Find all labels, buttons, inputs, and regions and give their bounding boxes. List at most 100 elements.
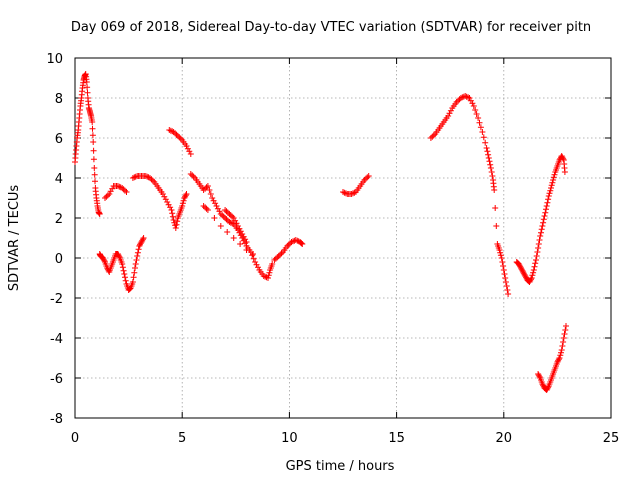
data-point bbox=[530, 267, 537, 273]
data-point bbox=[515, 261, 522, 267]
axis-ticks: 0 5 10 15 20 25 -8 -6 -4 -2 0 2 4 6 8 10 bbox=[46, 52, 619, 446]
data-point bbox=[119, 185, 126, 191]
data-point bbox=[100, 256, 107, 263]
data-point bbox=[266, 269, 273, 276]
data-point bbox=[445, 113, 452, 119]
data-point bbox=[179, 203, 186, 209]
data-point bbox=[239, 231, 246, 237]
data-point bbox=[180, 197, 187, 204]
data-point bbox=[561, 331, 568, 337]
data-point bbox=[138, 239, 145, 245]
data-point bbox=[134, 249, 141, 256]
data-point bbox=[528, 276, 534, 283]
data-point bbox=[523, 274, 529, 281]
data-point bbox=[226, 219, 233, 225]
x-tick-label: 20 bbox=[496, 431, 513, 446]
data-point bbox=[487, 165, 494, 171]
data-point bbox=[243, 247, 250, 253]
data-point bbox=[144, 173, 151, 180]
data-point bbox=[212, 200, 219, 207]
data-point bbox=[505, 291, 512, 297]
data-point bbox=[173, 131, 180, 138]
data-point bbox=[473, 111, 480, 117]
data-point bbox=[89, 125, 96, 132]
data-point bbox=[136, 243, 143, 249]
data-point bbox=[204, 207, 211, 213]
data-point bbox=[226, 211, 233, 217]
data-point bbox=[122, 277, 129, 284]
data-point bbox=[556, 355, 563, 361]
data-point bbox=[462, 93, 469, 99]
data-point bbox=[362, 175, 369, 182]
data-point bbox=[269, 261, 276, 267]
data-point bbox=[497, 249, 504, 256]
data-point bbox=[255, 264, 261, 271]
data-point bbox=[502, 279, 509, 285]
data-point bbox=[520, 269, 527, 275]
data-point bbox=[177, 135, 184, 142]
y-tick-label: 6 bbox=[55, 132, 63, 147]
data-point bbox=[277, 251, 284, 258]
data-point bbox=[190, 173, 197, 180]
data-point bbox=[455, 97, 462, 104]
data-point bbox=[530, 269, 537, 276]
data-point bbox=[535, 372, 542, 379]
data-point bbox=[240, 233, 247, 240]
data-point bbox=[189, 172, 196, 179]
data-point bbox=[106, 191, 113, 197]
data-point bbox=[547, 187, 554, 194]
data-point bbox=[203, 205, 210, 212]
data-point bbox=[518, 266, 525, 273]
data-point bbox=[340, 189, 346, 195]
data-point bbox=[230, 235, 237, 241]
data-point bbox=[174, 133, 181, 139]
data-point bbox=[132, 261, 139, 267]
data-point bbox=[470, 103, 477, 109]
data-point bbox=[549, 179, 556, 186]
data-point bbox=[551, 171, 558, 178]
data-point bbox=[121, 271, 128, 277]
data-point bbox=[472, 107, 479, 113]
data-point bbox=[493, 223, 500, 229]
data-point bbox=[115, 252, 122, 259]
data-point bbox=[119, 264, 126, 271]
data-point bbox=[139, 237, 146, 244]
data-point bbox=[534, 249, 541, 255]
data-point bbox=[545, 384, 552, 391]
data-point bbox=[536, 373, 543, 380]
data-point bbox=[114, 251, 121, 257]
data-point bbox=[489, 173, 496, 179]
data-point bbox=[560, 155, 567, 162]
data-point bbox=[227, 212, 234, 219]
data-point bbox=[499, 259, 506, 265]
data-point bbox=[540, 219, 547, 226]
data-point bbox=[182, 192, 189, 199]
data-point bbox=[560, 339, 567, 345]
data-point bbox=[447, 107, 454, 114]
data-point bbox=[91, 165, 98, 171]
data-point bbox=[294, 237, 301, 244]
data-point bbox=[550, 174, 557, 181]
data-point bbox=[116, 183, 123, 190]
data-point bbox=[169, 210, 176, 217]
data-point bbox=[250, 251, 256, 257]
data-point bbox=[537, 233, 544, 239]
data-point bbox=[480, 134, 487, 141]
data-point bbox=[559, 343, 566, 349]
data-point bbox=[164, 199, 171, 205]
data-point bbox=[242, 236, 249, 243]
data-point bbox=[538, 226, 545, 233]
data-point bbox=[223, 216, 230, 223]
data-point bbox=[548, 182, 555, 189]
data-point bbox=[284, 243, 291, 249]
data-point bbox=[243, 239, 250, 245]
data-point bbox=[174, 218, 181, 225]
data-point bbox=[187, 151, 194, 157]
data-point bbox=[130, 274, 137, 281]
data-point bbox=[220, 213, 227, 220]
data-marks bbox=[72, 71, 569, 393]
data-point bbox=[250, 255, 257, 262]
data-point bbox=[172, 222, 179, 229]
data-point bbox=[224, 229, 231, 235]
data-point bbox=[132, 265, 138, 271]
